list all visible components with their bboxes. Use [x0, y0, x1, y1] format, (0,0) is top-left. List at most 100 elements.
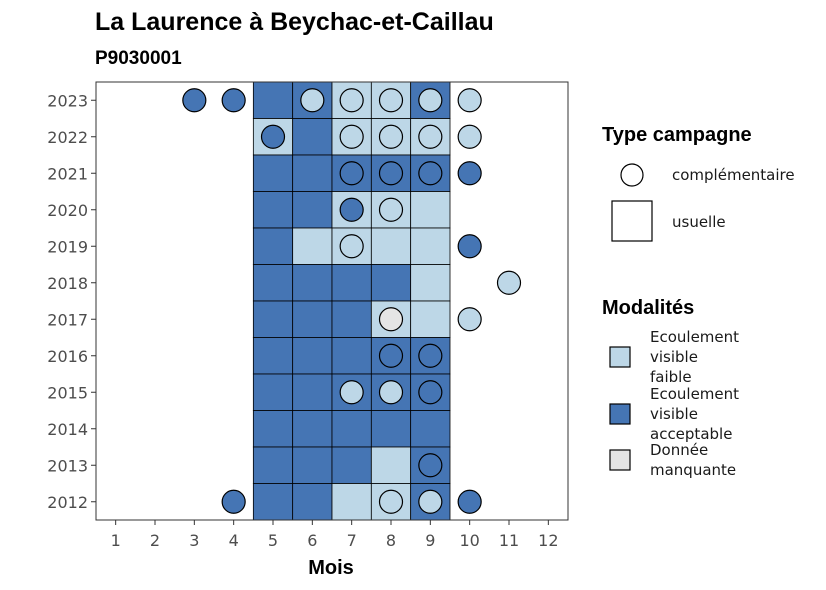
point-2019-10 [457, 234, 482, 259]
tile-2018-5 [252, 264, 294, 302]
point-layer [182, 88, 522, 514]
tile-2020-5 [252, 191, 294, 229]
y-tick-label: 2018 [47, 274, 88, 293]
tile-2014-8 [370, 410, 412, 448]
x-tick-label: 1 [111, 531, 121, 550]
tile-2016-6 [292, 337, 333, 375]
legend-manquante-line: manquante [650, 461, 736, 479]
x-tick-label: 2 [150, 531, 160, 550]
point-2023-3 [182, 88, 207, 113]
x-axis: 1 2 3 4 5 6 7 8 9 10 11 12 [111, 520, 559, 550]
tile-2017-7 [331, 300, 372, 338]
tile-2017-9 [410, 300, 451, 338]
point-2023-7 [339, 88, 364, 113]
tile-2021-5 [252, 154, 294, 192]
plot-border [95, 81, 569, 521]
tile-2018-9 [410, 264, 451, 302]
tile-2019-6 [292, 227, 333, 265]
legend-acceptable-line: Ecoulement [650, 385, 739, 403]
x-tick-label: 6 [307, 531, 317, 550]
tile-2020-9 [410, 191, 451, 229]
chart-subtitle: P9030001 [95, 48, 182, 69]
tile-2018-8 [370, 264, 412, 302]
tile-2014-5 [252, 410, 294, 448]
legend-type-title: Type campagne [602, 124, 752, 146]
x-axis-title: Mois [308, 557, 354, 579]
y-tick-label: 2019 [47, 237, 88, 256]
legend-key-acceptable [609, 403, 631, 425]
tile-2018-7 [331, 264, 372, 302]
point-2022-7 [339, 124, 364, 149]
tile-2018-6 [292, 264, 333, 302]
tile-2016-7 [331, 337, 372, 375]
point-2023-9 [418, 88, 443, 113]
tile-2017-6 [292, 300, 333, 338]
legend-circle-symbol [620, 163, 644, 187]
y-tick-label: 2023 [47, 91, 88, 110]
point-2015-8 [378, 380, 404, 405]
point-2023-10 [457, 88, 482, 113]
tile-2013-8 [370, 446, 412, 484]
point-2021-8 [378, 161, 404, 186]
point-2023-6 [300, 88, 325, 113]
point-2012-9 [418, 489, 443, 514]
point-2012-10 [457, 489, 482, 514]
point-2013-9 [418, 453, 443, 478]
legend-usuelle-label: usuelle [672, 213, 726, 231]
point-2015-9 [418, 380, 443, 405]
tile-2014-7 [331, 410, 372, 448]
point-2012-4 [221, 489, 246, 514]
point-2012-8 [378, 489, 404, 514]
point-2023-8 [378, 88, 404, 113]
x-tick-label: 9 [425, 531, 435, 550]
y-tick-label: 2020 [47, 201, 88, 220]
legend-complementaire-label: complémentaire [672, 166, 795, 184]
x-tick-label: 4 [229, 531, 239, 550]
chart-title: La Laurence à Beychac-et-Caillau [95, 8, 494, 36]
point-2019-7 [339, 234, 364, 259]
x-tick-label: 8 [386, 531, 396, 550]
point-2022-10 [457, 124, 482, 149]
legend-key-faible [609, 346, 631, 368]
point-2021-9 [418, 161, 443, 186]
y-tick-label: 2015 [47, 383, 88, 402]
x-tick-label: 3 [189, 531, 199, 550]
legend-acceptable-line: visible [650, 405, 698, 423]
point-2017-8 [378, 307, 404, 332]
y-tick-label: 2014 [47, 420, 88, 439]
point-2022-5 [260, 124, 286, 149]
y-tick-label: 2022 [47, 128, 88, 147]
tile-2015-6 [292, 373, 333, 411]
tile-2012-5 [252, 483, 294, 521]
legend-type-campagne: Type campagne complémentaire usuelle [602, 124, 795, 242]
tile-2022-6 [292, 118, 333, 156]
legend-modalites: Modalités EcoulementvisiblefaibleEcoulem… [602, 297, 739, 479]
tile-2019-8 [370, 227, 412, 265]
tile-layer [252, 81, 451, 521]
x-tick-label: 5 [268, 531, 278, 550]
legend-manquante-line: Donnée [650, 441, 708, 459]
tile-2020-6 [292, 191, 333, 229]
legend-key-manquante [609, 449, 631, 471]
legend-faible-line: faible [650, 368, 692, 386]
y-tick-label: 2017 [47, 310, 88, 329]
legend-faible-line: visible [650, 348, 698, 366]
plot-area: 1 2 3 4 5 6 7 8 9 10 11 12 201220132014201520162017… [47, 81, 569, 550]
point-2021-10 [457, 161, 482, 186]
tile-2019-7 [331, 227, 372, 265]
tile-2015-5 [252, 373, 294, 411]
tile-2013-6 [292, 446, 333, 484]
x-tick-label: 7 [347, 531, 357, 550]
tile-2013-5 [252, 446, 294, 484]
tile-2019-5 [252, 227, 294, 265]
y-tick-label: 2021 [47, 164, 88, 183]
point-2022-8 [378, 124, 404, 149]
tile-2016-5 [252, 337, 294, 375]
point-2016-8 [378, 343, 404, 368]
point-2015-7 [339, 380, 364, 405]
tile-2021-6 [292, 154, 333, 192]
legend-modalites-title: Modalités [602, 297, 694, 319]
point-2023-4 [221, 88, 246, 113]
point-2018-11 [496, 270, 522, 295]
